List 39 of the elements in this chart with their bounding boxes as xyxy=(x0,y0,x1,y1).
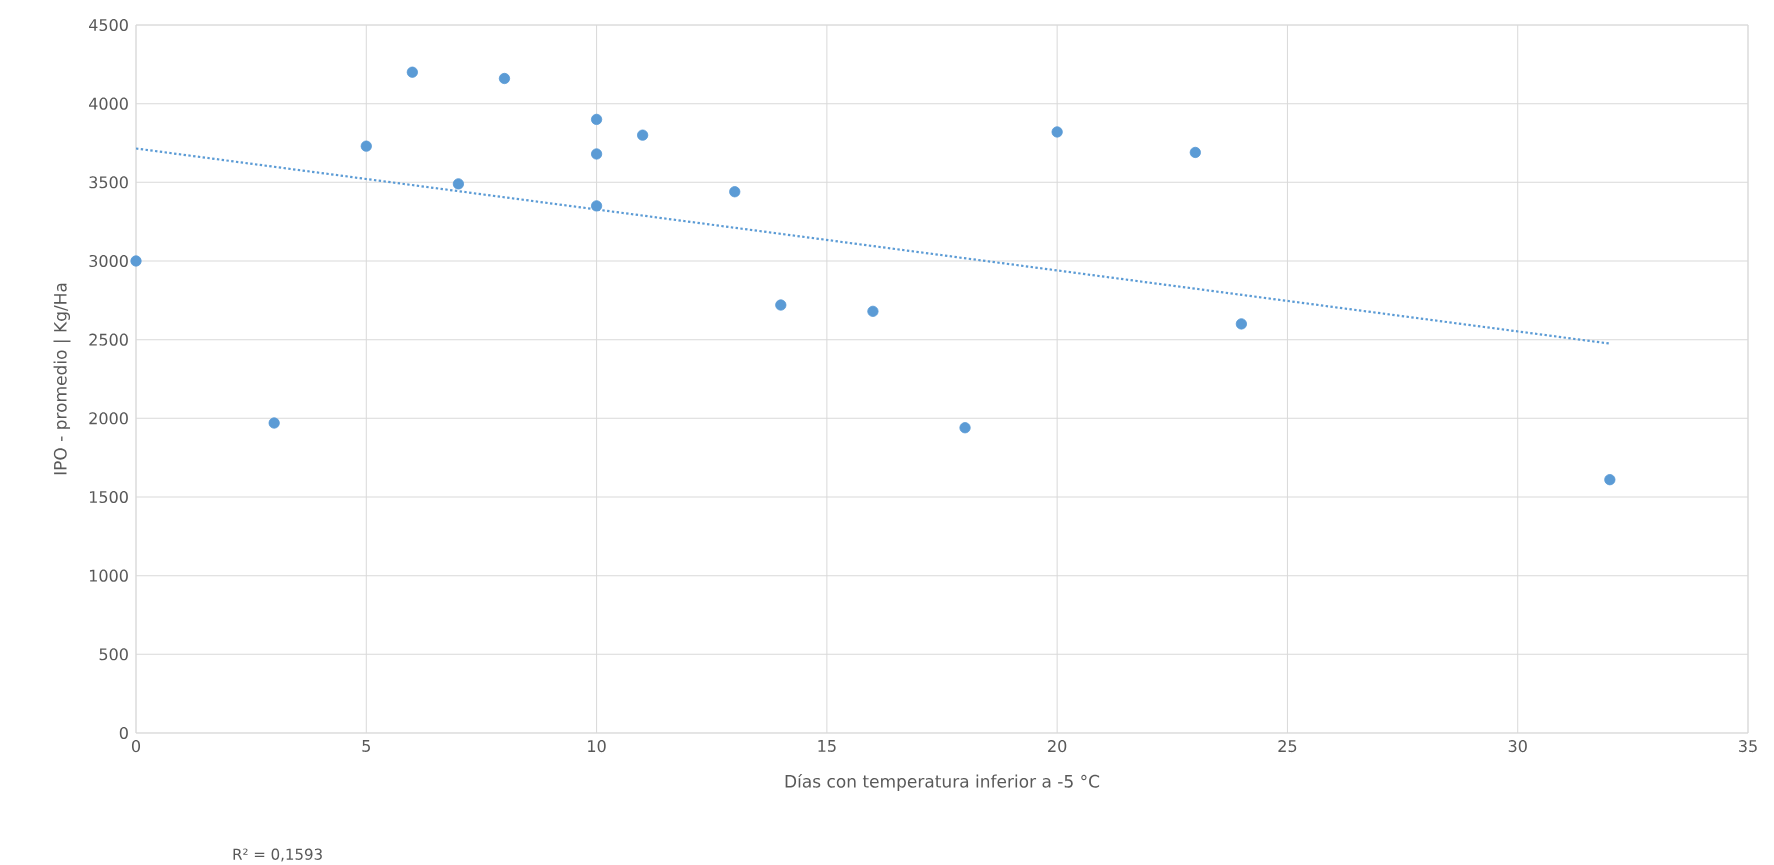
point xyxy=(1235,318,1247,330)
point xyxy=(590,200,603,212)
x-tick-label: 5 xyxy=(362,740,370,752)
point xyxy=(775,299,787,311)
point xyxy=(130,255,142,267)
point xyxy=(590,148,603,160)
point xyxy=(268,417,280,429)
x-tick-label: 25 xyxy=(1278,740,1297,753)
y-tick-label: 1000 xyxy=(89,569,128,582)
point xyxy=(1051,126,1063,138)
point xyxy=(1189,146,1201,159)
x-tick-label: 35 xyxy=(1739,740,1757,753)
y-tick-label: 3500 xyxy=(89,176,128,189)
point xyxy=(1604,474,1616,486)
y-tick-label: 4000 xyxy=(89,97,128,110)
point xyxy=(498,72,511,85)
y-tick-label: 2500 xyxy=(89,333,128,346)
x-axis-title: Días con temperatura inferior a -5 °C xyxy=(785,773,1100,792)
y-tick-label: 500 xyxy=(99,648,128,661)
x-tick-label: 10 xyxy=(588,740,606,753)
x-tick-label: 20 xyxy=(1048,740,1067,753)
x-tick-label: 0 xyxy=(131,740,141,753)
point xyxy=(729,186,741,198)
y-tick-label: 3000 xyxy=(89,254,128,268)
y-tick-label: 0 xyxy=(119,726,128,740)
y-tick-label: 1500 xyxy=(89,490,128,504)
x-tick-label: 30 xyxy=(1508,740,1527,753)
point xyxy=(406,66,418,78)
point xyxy=(867,305,879,317)
y-tick-label: 4500 xyxy=(89,18,128,32)
point xyxy=(590,113,603,125)
point xyxy=(452,178,465,190)
y-tick-label: 2000 xyxy=(89,412,128,425)
point xyxy=(360,140,372,152)
y-axis-title: IPO - promedio | Kg/Ha xyxy=(53,283,71,475)
x-tick-label: 15 xyxy=(818,740,836,752)
point xyxy=(637,129,649,141)
point xyxy=(959,422,971,434)
text: R² = 0,1593 xyxy=(233,848,322,862)
